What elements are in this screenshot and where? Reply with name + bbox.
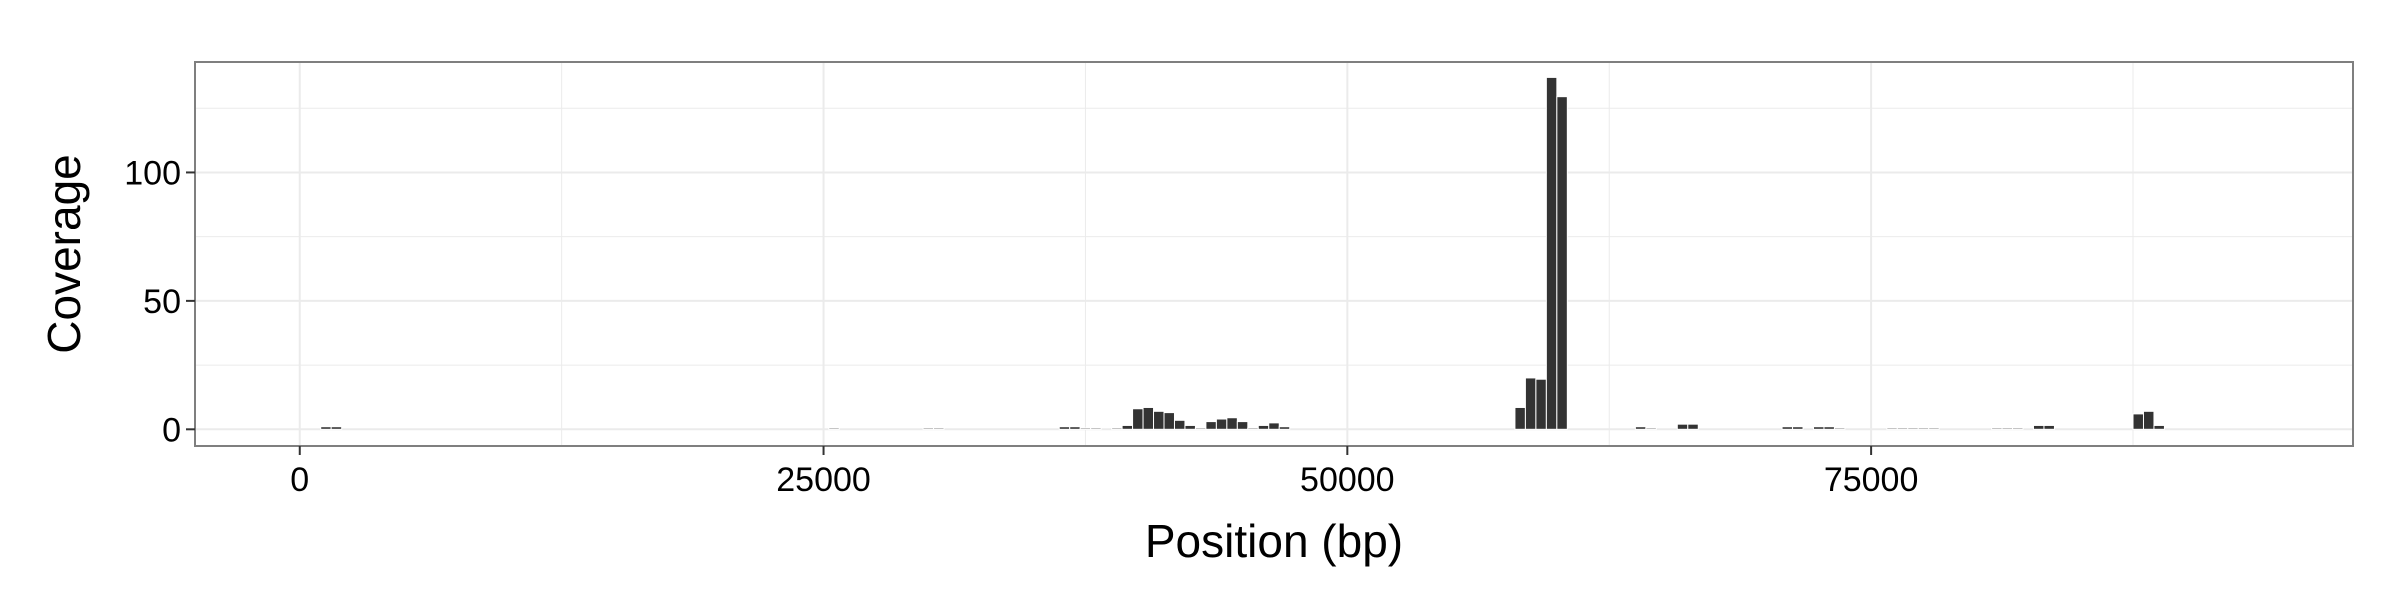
coverage-bar [1184,424,1196,430]
x-tick-label: 75000 [1824,461,1919,499]
coverage-bar [933,427,945,430]
coverage-bar [1226,417,1238,430]
coverage-bar [1173,419,1186,430]
coverage-bar [1991,427,2003,430]
x-axis: 0 25000 50000 75000 [290,446,1918,499]
coverage-bar [1514,406,1526,430]
coverage-bar [1090,427,1102,430]
coverage-bar [1058,426,1071,430]
coverage-bar [2001,427,2014,430]
coverage-bar [1896,427,1909,430]
coverage-bar [1278,426,1291,430]
coverage-bar [330,426,343,430]
coverage-bar [1194,427,1207,430]
coverage-bar [1823,426,1835,430]
minor-gridlines [195,62,2353,446]
coverage-bar [1205,421,1217,430]
y-axis-title: Coverage [38,154,90,353]
coverage-bar [1928,427,1940,430]
coverage-bar [1121,424,1134,430]
coverage-bar [1069,426,1081,430]
coverage-bar [828,427,840,430]
coverage-bar [1247,427,1259,430]
coverage-bar [2032,424,2045,430]
plot-panel [195,62,2353,446]
coverage-bar [2012,427,2024,430]
coverage-bar [1142,406,1155,430]
coverage-bar [1163,412,1175,430]
coverage-bar [2153,424,2165,430]
coverage-bar [1645,427,1657,430]
coverage-bar [1676,423,1689,430]
coverage-bar [1687,423,1699,430]
coverage-bar [1886,427,1898,430]
coverage-bar [1132,408,1144,430]
y-tick-label: 0 [162,411,181,449]
coverage-bar [2142,410,2155,430]
y-tick-label: 100 [124,154,181,192]
panel-border [194,61,2354,447]
coverage-bar [1535,378,1547,430]
x-tick-label: 25000 [776,461,871,499]
coverage-bar [320,426,332,430]
coverage-bar [1153,410,1165,430]
coverage-bar [1634,426,1647,430]
coverage-bar [2043,424,2055,430]
coverage-bar [1257,424,1270,430]
coverage-bar [1781,426,1794,430]
coverage-bar [2132,413,2144,430]
coverage-bar [922,427,935,430]
coverage-bar [1792,426,1804,430]
coverage-bar [1268,422,1280,430]
coverage-bar [1556,96,1568,430]
coverage-bars [320,76,2165,430]
coverage-bar [1111,427,1123,430]
y-axis: 0 50 100 [124,154,195,449]
coverage-bar [1524,377,1537,430]
coverage-bar [1236,421,1249,430]
coverage-bar [1833,427,1846,430]
coverage-bar [1907,427,1919,430]
major-gridlines [195,62,2353,446]
coverage-bar [1917,427,1930,430]
coverage-bar [1545,76,1558,430]
y-tick-label: 50 [143,283,181,321]
coverage-bar [1813,426,1825,430]
coverage-bar [1079,427,1092,430]
x-tick-label: 0 [290,461,309,499]
x-tick-label: 50000 [1300,461,1395,499]
coverage-bar [1215,418,1228,430]
x-axis-title: Position (bp) [1145,515,1403,567]
